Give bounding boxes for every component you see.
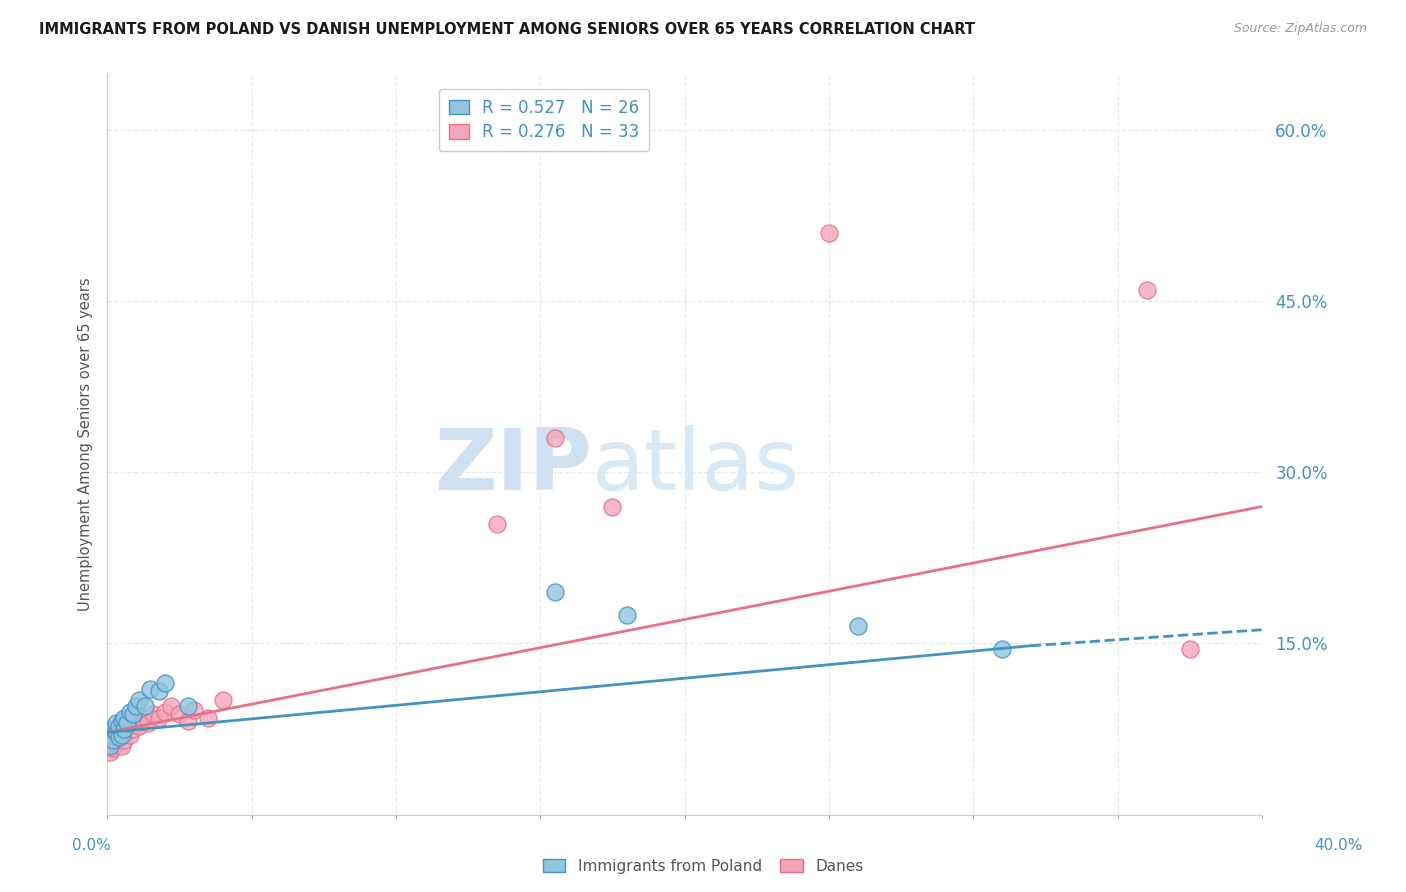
Legend: Immigrants from Poland, Danes: Immigrants from Poland, Danes bbox=[537, 853, 869, 880]
Point bbox=[98, 745, 121, 759]
Point bbox=[134, 699, 156, 714]
Point bbox=[122, 707, 145, 722]
Point bbox=[153, 705, 176, 719]
Text: 0.0%: 0.0% bbox=[72, 838, 111, 853]
Point bbox=[991, 642, 1014, 657]
Point bbox=[98, 739, 121, 753]
Point bbox=[101, 733, 124, 747]
Point bbox=[139, 681, 162, 696]
Text: 40.0%: 40.0% bbox=[1315, 838, 1362, 853]
Point bbox=[169, 707, 191, 722]
Point bbox=[148, 710, 170, 724]
Point bbox=[125, 699, 148, 714]
Point bbox=[107, 722, 129, 736]
Point bbox=[104, 725, 127, 739]
Point bbox=[107, 718, 129, 732]
Point bbox=[98, 728, 121, 742]
Point bbox=[1178, 642, 1201, 657]
Point bbox=[117, 716, 139, 731]
Point bbox=[117, 716, 139, 731]
Point bbox=[104, 737, 127, 751]
Point bbox=[107, 730, 129, 744]
Text: Source: ZipAtlas.com: Source: ZipAtlas.com bbox=[1233, 22, 1367, 36]
Point bbox=[120, 728, 142, 742]
Text: ZIP: ZIP bbox=[434, 425, 592, 508]
Point bbox=[846, 619, 869, 633]
Point bbox=[101, 728, 124, 742]
Point bbox=[616, 607, 638, 622]
Point bbox=[602, 500, 624, 514]
Point bbox=[818, 226, 841, 240]
Point bbox=[110, 728, 132, 742]
Point bbox=[159, 699, 181, 714]
Point bbox=[211, 693, 233, 707]
Point bbox=[114, 710, 136, 724]
Point bbox=[104, 725, 127, 739]
Point bbox=[120, 705, 142, 719]
Point bbox=[177, 714, 200, 728]
Text: IMMIGRANTS FROM POLAND VS DANISH UNEMPLOYMENT AMONG SENIORS OVER 65 YEARS CORREL: IMMIGRANTS FROM POLAND VS DANISH UNEMPLO… bbox=[39, 22, 976, 37]
Point bbox=[98, 733, 121, 747]
Point bbox=[107, 730, 129, 744]
Point bbox=[110, 725, 132, 739]
Point bbox=[122, 722, 145, 736]
Point bbox=[544, 431, 567, 445]
Point bbox=[114, 733, 136, 747]
Point bbox=[114, 722, 136, 736]
Y-axis label: Unemployment Among Seniors over 65 years: Unemployment Among Seniors over 65 years bbox=[79, 277, 93, 611]
Text: atlas: atlas bbox=[592, 425, 800, 508]
Point bbox=[485, 516, 508, 531]
Point bbox=[183, 703, 205, 717]
Point bbox=[177, 699, 200, 714]
Point bbox=[153, 676, 176, 690]
Point bbox=[544, 585, 567, 599]
Point bbox=[128, 718, 150, 732]
Point bbox=[128, 693, 150, 707]
Point bbox=[1135, 283, 1157, 297]
Legend: R = 0.527   N = 26, R = 0.276   N = 33: R = 0.527 N = 26, R = 0.276 N = 33 bbox=[439, 88, 650, 152]
Point bbox=[131, 710, 153, 724]
Point bbox=[101, 741, 124, 756]
Point bbox=[136, 716, 159, 731]
Point bbox=[142, 707, 165, 722]
Point bbox=[197, 710, 219, 724]
Point bbox=[148, 684, 170, 698]
Point bbox=[104, 716, 127, 731]
Point bbox=[125, 714, 148, 728]
Point bbox=[101, 722, 124, 736]
Point bbox=[110, 714, 132, 728]
Point bbox=[110, 739, 132, 753]
